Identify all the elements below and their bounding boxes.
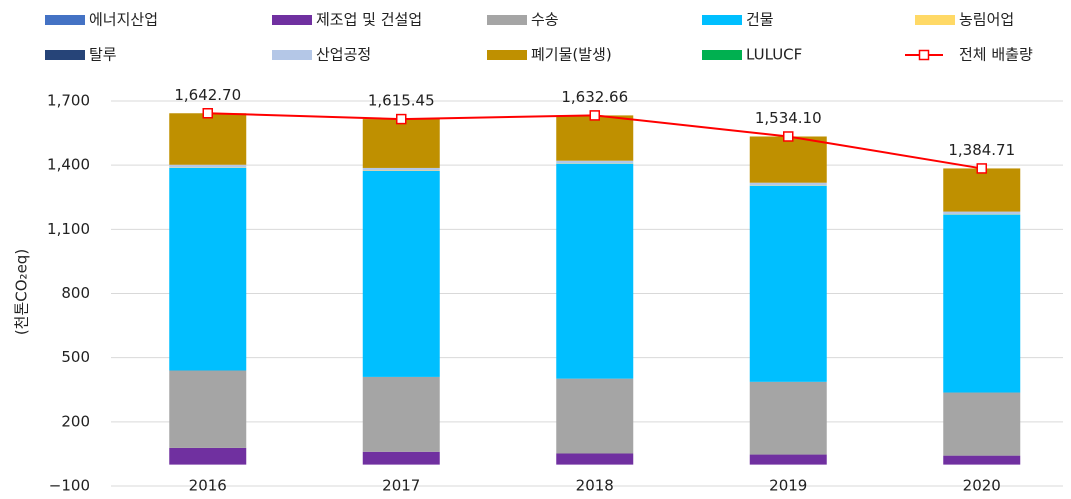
legend-label: 농림어업 (959, 11, 1014, 29)
y-tick-label: 1,700 (47, 92, 90, 110)
bar-segment (169, 448, 246, 465)
x-tick-label: 2016 (189, 477, 227, 495)
y-tick-label: 800 (61, 284, 90, 302)
legend-swatch (702, 15, 742, 25)
bar-segment (363, 168, 440, 171)
bar-segment (169, 371, 246, 448)
line-marker (203, 109, 212, 118)
x-tick-label: 2018 (576, 477, 614, 495)
legend-swatch (45, 50, 85, 60)
bar-segment (363, 171, 440, 377)
y-tick-label: 500 (61, 348, 90, 366)
x-tick-label: 2020 (963, 477, 1001, 495)
bar-segment (750, 382, 827, 455)
legend-label: 건물 (746, 11, 774, 29)
line-marker (397, 115, 406, 124)
legend-label: 전체 배출량 (959, 46, 1033, 64)
data-label: 1,642.70 (174, 86, 241, 104)
legend-swatch (487, 15, 527, 25)
y-tick-label: 1,400 (47, 156, 90, 174)
y-tick-label: 1,100 (47, 220, 90, 238)
bar-segment (169, 168, 246, 371)
bar-segment (363, 452, 440, 465)
bar-segment (943, 212, 1020, 215)
legend-marker (920, 51, 929, 60)
bar-segment (169, 113, 246, 164)
bar-segment (943, 215, 1020, 393)
legend-swatch (45, 15, 85, 25)
legend-label: 에너지산업 (89, 11, 158, 29)
y-tick-label: 200 (61, 412, 90, 430)
bar-segment (556, 161, 633, 164)
y-axis-label: (천톤CO₂eq) (13, 249, 31, 335)
bar-segment (750, 183, 827, 186)
bar-segment (943, 456, 1020, 465)
bar-segment (750, 136, 827, 182)
bar-segment (556, 453, 633, 464)
data-label: 1,615.45 (368, 92, 435, 110)
bar-segment (363, 119, 440, 168)
bar-segment (556, 164, 633, 379)
line-marker (977, 164, 986, 173)
data-label: 1,534.10 (755, 109, 822, 127)
x-tick-label: 2019 (769, 477, 807, 495)
bar-segment (943, 393, 1020, 456)
x-tick-label: 2017 (382, 477, 420, 495)
bar-segment (750, 455, 827, 465)
legend-swatch (702, 50, 742, 60)
line-marker (784, 132, 793, 141)
bar-segment (750, 186, 827, 382)
legend-label: 폐기물(발생) (531, 46, 612, 64)
legend-label: 제조업 및 건설업 (316, 11, 422, 29)
bar-segment (943, 168, 1020, 211)
bar-segment (556, 379, 633, 454)
legend-swatch (272, 50, 312, 60)
legend-label: 수송 (531, 11, 559, 29)
legend-swatch (915, 15, 955, 25)
line-marker (590, 111, 599, 120)
bar-segment (556, 115, 633, 160)
legend-label: LULUCF (746, 46, 802, 64)
data-label: 1,632.66 (561, 88, 628, 106)
bar-segment (363, 377, 440, 452)
legend-label: 탈루 (89, 46, 117, 64)
legend-swatch (487, 50, 527, 60)
y-tick-label: −100 (49, 477, 90, 495)
legend-label: 산업공정 (316, 46, 371, 64)
legend-swatch (272, 15, 312, 25)
bar-segment (169, 165, 246, 168)
data-label: 1,384.71 (948, 141, 1015, 159)
